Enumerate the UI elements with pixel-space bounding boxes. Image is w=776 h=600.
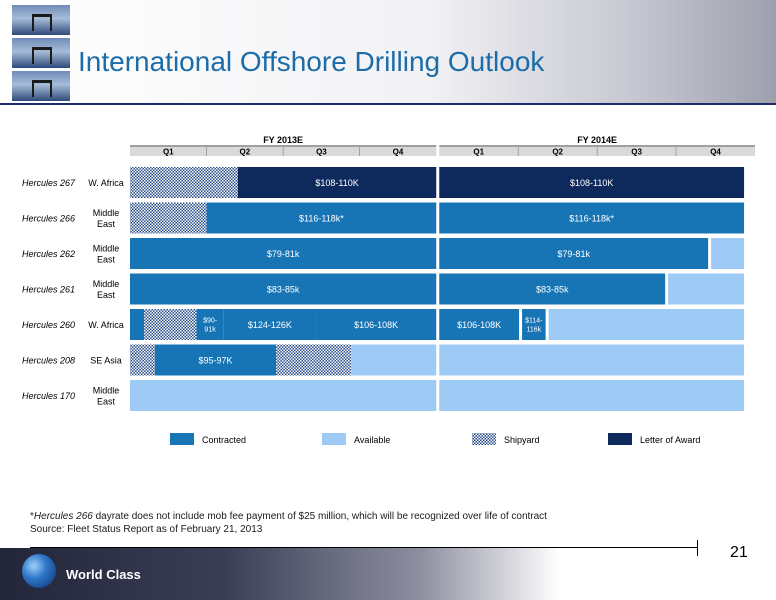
globe-logo-icon xyxy=(22,554,56,588)
year-header: FY 2013E xyxy=(263,135,303,145)
bar-value-label: $124-126K xyxy=(248,320,292,330)
rig-photo-image xyxy=(12,71,70,101)
region-label: Middle xyxy=(93,279,120,289)
header-rule xyxy=(0,103,776,105)
quarter-label: Q4 xyxy=(710,148,721,157)
region-label: Middle xyxy=(93,244,120,254)
timeline-bar xyxy=(130,273,437,305)
rig-photo-image xyxy=(12,5,70,35)
year-header: FY 2014E xyxy=(577,135,617,145)
region-label: Middle xyxy=(93,386,120,396)
timeline-bar xyxy=(130,167,238,198)
rig-name-label: Hercules 261 xyxy=(22,285,75,295)
quarter-label: Q3 xyxy=(631,148,642,157)
rig-name-label: Hercules 260 xyxy=(22,320,75,330)
rig-name-label: Hercules 170 xyxy=(22,391,75,401)
timeline-bar xyxy=(276,344,352,376)
region-label: East xyxy=(97,397,116,407)
header-band xyxy=(0,0,776,103)
timeline-bar xyxy=(144,309,197,340)
rig-photos xyxy=(12,5,70,103)
timeline-bar xyxy=(130,380,437,411)
rig-name-label: Hercules 267 xyxy=(22,178,76,188)
page-number: 21 xyxy=(730,544,748,561)
bar-value-label: $108-110K xyxy=(315,178,358,188)
region-label: East xyxy=(97,255,116,265)
footer-rule-tick xyxy=(697,540,698,556)
timeline-bar xyxy=(130,238,437,269)
timeline-bar xyxy=(155,344,277,376)
bar-value-label: $83-85k xyxy=(267,285,300,295)
timeline-bar xyxy=(351,344,437,376)
timeline-bar xyxy=(439,202,745,234)
legend-label: Letter of Award xyxy=(640,435,700,445)
timeline-bar xyxy=(196,309,224,340)
bar-value-label: $108-110K xyxy=(570,178,613,188)
timeline-bar xyxy=(668,273,745,305)
quarter-label: Q2 xyxy=(240,148,251,157)
legend-swatch xyxy=(608,433,632,445)
legend-swatch xyxy=(472,433,496,445)
bar-value-label: $116-118k* xyxy=(299,214,344,224)
timeline-bar xyxy=(223,309,316,340)
legend-swatch xyxy=(170,433,194,445)
bar-value-label: $79-81k xyxy=(557,249,590,259)
region-label: W. Africa xyxy=(88,178,124,188)
timeline-bar xyxy=(711,238,745,269)
rig-name-label: Hercules 262 xyxy=(22,249,75,259)
quarter-label: Q1 xyxy=(473,148,484,157)
bar-value-label: $79-81k xyxy=(267,249,300,259)
timeline-bar xyxy=(315,309,437,340)
timeline-bar xyxy=(130,202,207,234)
rig-photo-image xyxy=(12,38,70,68)
timeline-bar xyxy=(439,167,745,198)
footnote: *Hercules 266 dayrate does not include m… xyxy=(30,511,547,522)
bar-value-label: $116-118k* xyxy=(569,214,614,224)
timeline-bar xyxy=(439,238,709,269)
bar-value-label: 91k xyxy=(204,327,216,334)
region-label: Middle xyxy=(93,208,120,218)
timeline-bar xyxy=(237,167,437,198)
timeline-bar xyxy=(130,309,145,340)
timeline-bar xyxy=(206,202,437,234)
quarter-label: Q4 xyxy=(393,148,404,157)
legend-label: Shipyard xyxy=(504,435,540,445)
timeline-bar xyxy=(439,309,520,340)
bar-value-label: $106-108K xyxy=(457,320,501,330)
region-label: East xyxy=(97,219,116,229)
timeline-bar xyxy=(439,273,666,305)
legend-label: Available xyxy=(354,435,390,445)
legend-label: Contracted xyxy=(202,435,246,445)
bar-value-label: 116k xyxy=(527,327,542,334)
timeline-bar xyxy=(130,344,155,376)
legend-swatch xyxy=(322,433,346,445)
bar-value-label: $114- xyxy=(525,318,543,325)
source-note: Source: Fleet Status Report as of Februa… xyxy=(30,524,263,535)
quarter-label: Q2 xyxy=(552,148,563,157)
bar-value-label: $83-85k xyxy=(536,285,569,295)
timeline-bar xyxy=(548,309,745,340)
footer-band xyxy=(0,548,560,600)
region-label: W. Africa xyxy=(88,320,124,330)
region-label: SE Asia xyxy=(90,356,122,366)
footer-rule xyxy=(30,547,698,548)
quarter-label: Q1 xyxy=(163,148,174,157)
timeline-bar xyxy=(522,309,546,340)
page-title: International Offshore Drilling Outlook xyxy=(78,46,545,77)
tagline: World Class xyxy=(66,567,141,582)
timeline-bar xyxy=(439,380,745,411)
quarter-label: Q3 xyxy=(316,148,327,157)
bar-value-label: $90- xyxy=(203,318,218,325)
bar-value-label: $95-97K xyxy=(199,356,233,366)
bar-value-label: $106-108K xyxy=(354,320,398,330)
rig-name-label: Hercules 266 xyxy=(22,214,75,224)
region-label: East xyxy=(97,290,116,300)
timeline-bar xyxy=(439,344,745,376)
rig-name-label: Hercules 208 xyxy=(22,356,75,366)
